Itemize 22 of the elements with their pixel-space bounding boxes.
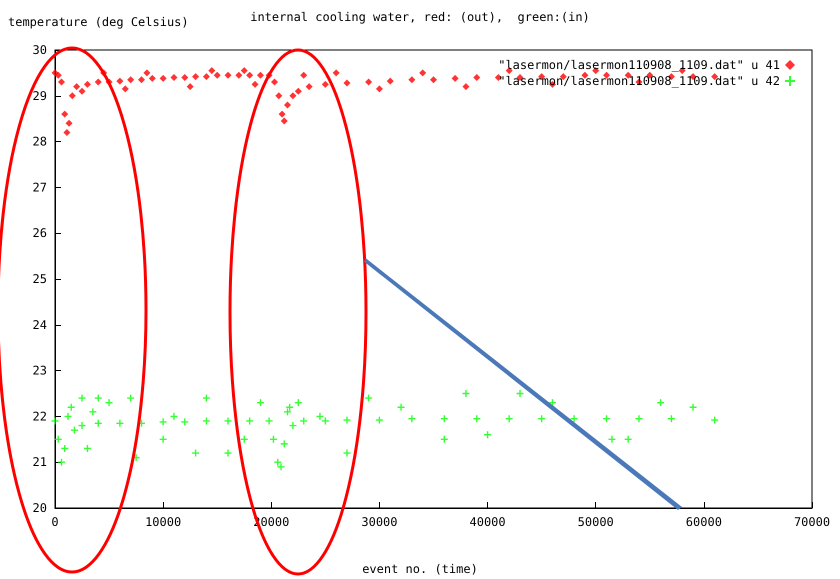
y-tick-label: 25: [32, 272, 47, 286]
chart-title: internal cooling water, red: (out), green:(in): [250, 10, 590, 24]
x-tick-label: 10000: [145, 515, 182, 529]
y-tick-label: 27: [32, 180, 47, 194]
y-tick-label: 22: [32, 409, 47, 424]
y-tick-label: 28: [32, 134, 47, 149]
x-tick-label: 40000: [470, 515, 506, 529]
y-tick-label: 21: [32, 455, 47, 470]
y-tick-label: 26: [32, 226, 47, 240]
x-tick-label: 30000: [361, 515, 398, 529]
legend-label: "lasermon/lasermon110908_1109.dat" u 41: [498, 58, 780, 72]
x-tick-label: 70000: [794, 515, 830, 529]
x-tick-label: 0: [51, 515, 59, 529]
x-tick-label: 60000: [686, 515, 722, 529]
x-tick-label: 50000: [578, 515, 614, 529]
y-tick-label: 29: [32, 88, 47, 103]
y-tick-label: 24: [32, 318, 47, 332]
y-tick-label: 23: [32, 364, 47, 378]
y-tick-label: 30: [32, 43, 47, 57]
y-tick-label: 20: [32, 501, 47, 515]
x-axis-title: event no. (time): [362, 562, 478, 576]
y-axis-title: temperature (deg Celsius): [8, 15, 189, 29]
